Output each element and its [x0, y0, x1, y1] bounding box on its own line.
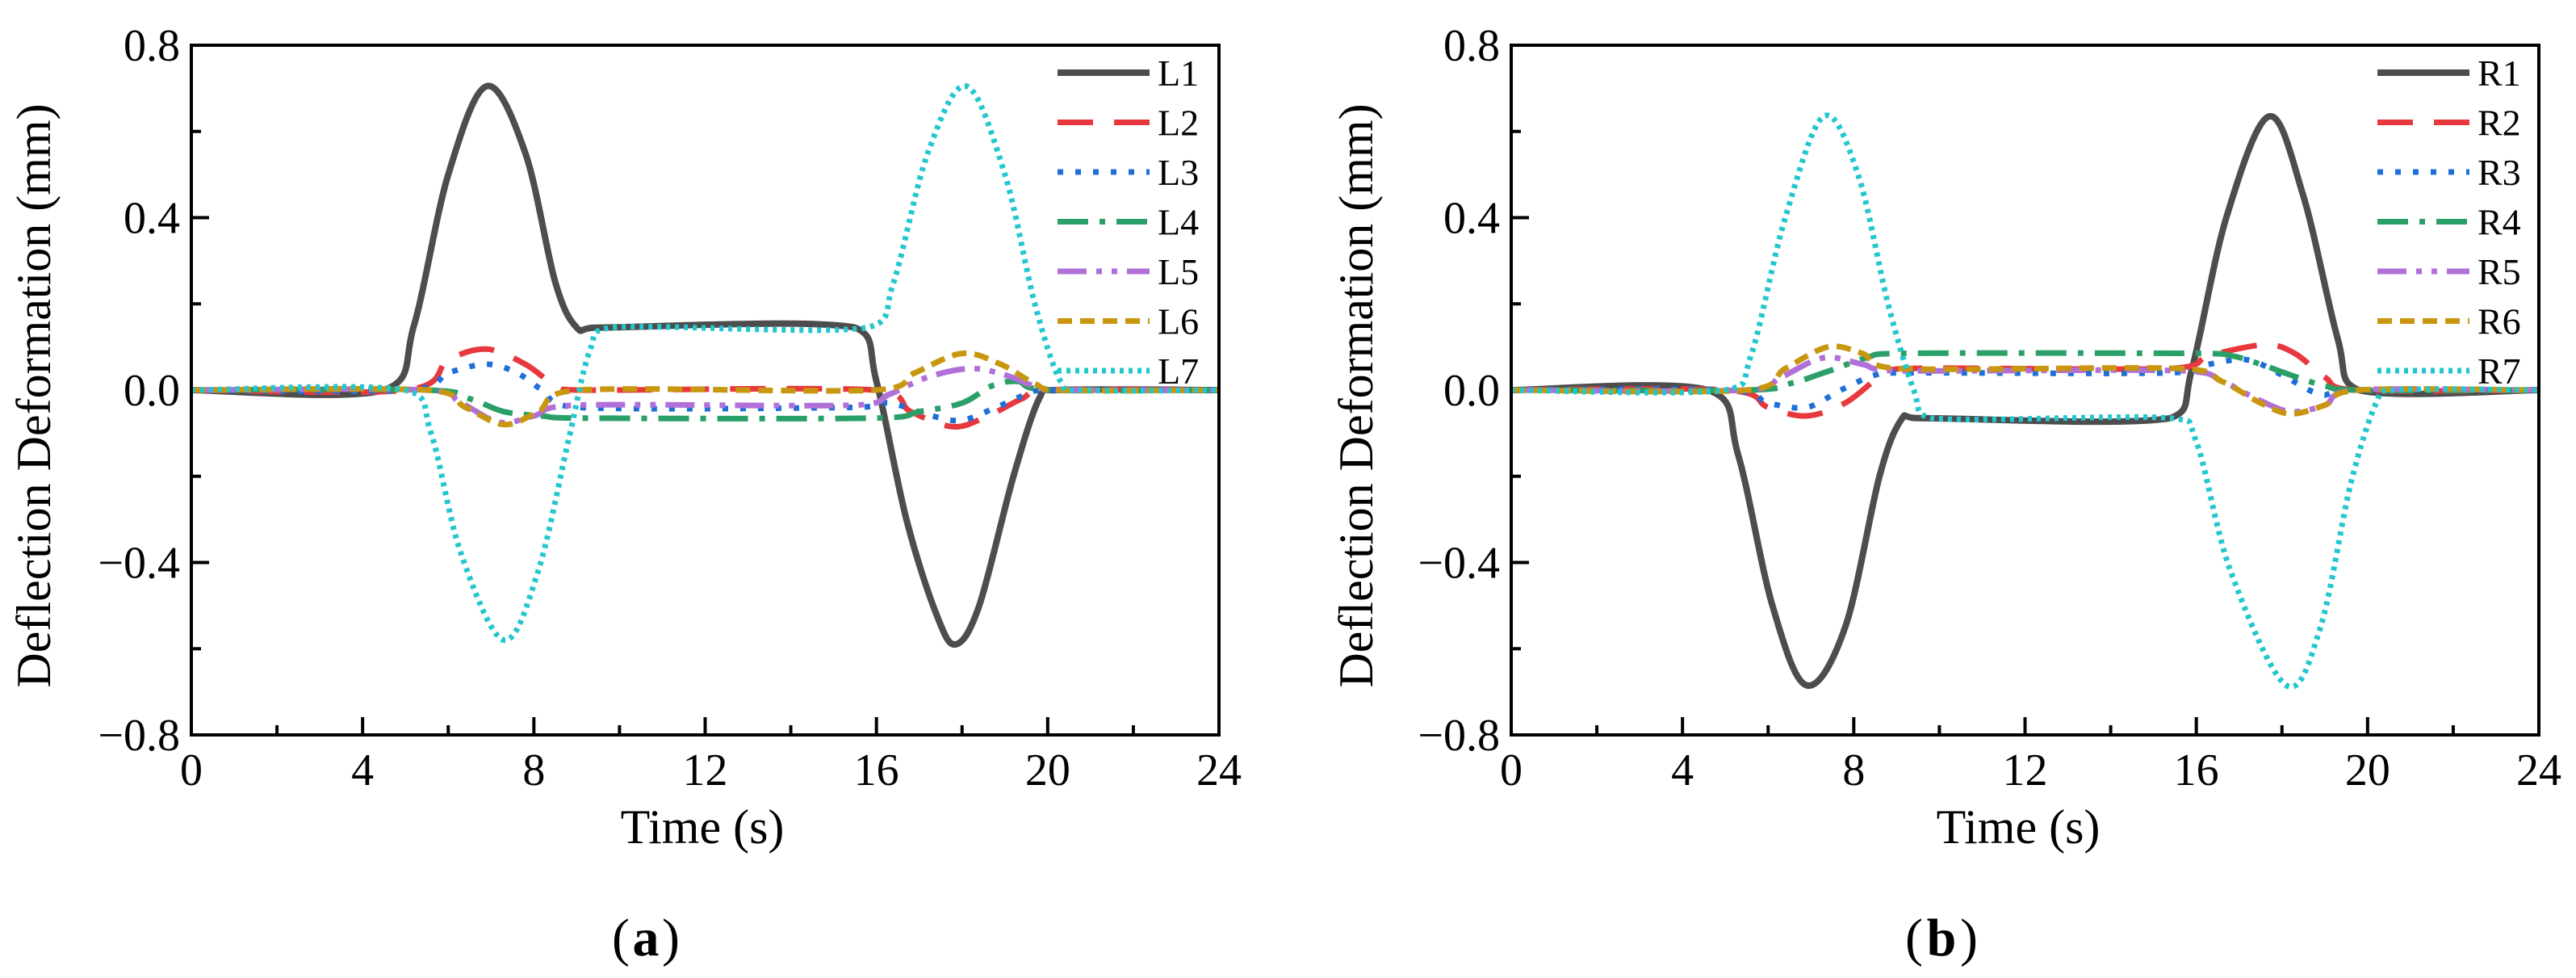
legend-label-l5: L5: [1158, 251, 1199, 292]
caption-close-paren-a: ): [662, 909, 680, 968]
chart-panel-b: Deflection Deformation (mm) Time (s) ( b…: [1330, 21, 2561, 968]
x-tick-label-b-5: 20: [2345, 745, 2390, 795]
y-tick-label-a-3: 0.4: [124, 194, 180, 244]
y-tick-label-a-1: −0.4: [98, 539, 180, 589]
x-tick-label-a-4: 16: [854, 745, 899, 795]
y-tick-label-b-4: 0.8: [1443, 21, 1500, 71]
y-tick-label-b-0: −0.8: [1418, 711, 1500, 761]
y-tick-label-a-2: 0.0: [124, 366, 180, 416]
x-tick-label-b-3: 12: [2003, 745, 2048, 795]
chart-panel-a: Deflection Deformation (mm) Time (s) ( a…: [7, 21, 1242, 968]
y-tick-label-b-3: 0.4: [1443, 194, 1500, 244]
series-line-l7: [191, 83, 1220, 644]
x-tick-label-b-0: 0: [1500, 745, 1523, 795]
x-tick-label-b-6: 24: [2516, 745, 2561, 795]
x-tick-label-a-6: 24: [1196, 745, 1242, 795]
legend-label-r7: R7: [2478, 350, 2521, 392]
legend-label-l6: L6: [1158, 301, 1199, 342]
legend-label-r1: R1: [2478, 52, 2521, 94]
x-tick-label-b-1: 4: [1671, 745, 1694, 795]
series-line-r2: [1510, 342, 2540, 419]
series-line-l5: [191, 365, 1220, 426]
legend-label-l2: L2: [1158, 103, 1199, 144]
legend-label-r3: R3: [2478, 152, 2521, 193]
x-tick-label-a-1: 4: [351, 745, 374, 795]
y-tick-label-b-2: 0.0: [1443, 366, 1500, 416]
panel-label-a: a: [633, 909, 660, 968]
series-line-r6: [1510, 343, 2540, 417]
legend-label-r4: R4: [2478, 202, 2521, 243]
ylabel-a: Deflection Deformation (mm): [7, 103, 61, 687]
y-tick-label-a-0: −0.8: [98, 711, 180, 761]
panel-caption-b: ( b ): [1905, 909, 1978, 968]
legend-label-l4: L4: [1158, 202, 1199, 243]
legend-label-r6: R6: [2478, 301, 2521, 342]
legend-label-l1: L1: [1158, 52, 1199, 94]
x-tick-label-a-5: 20: [1025, 745, 1070, 795]
legend-label-r2: R2: [2478, 103, 2521, 144]
panel-caption-a: ( a ): [612, 909, 680, 968]
legend-label-l7: L7: [1158, 350, 1199, 392]
plot-frame-a: [190, 44, 1221, 737]
caption-close-paren-b: ): [1960, 909, 1978, 968]
y-tick-label-b-1: −0.4: [1418, 539, 1500, 589]
x-tick-label-a-3: 12: [683, 745, 728, 795]
plot-frame-b: [1510, 44, 2540, 737]
ylabel-b: Deflection Deformation (mm): [1330, 103, 1383, 687]
x-tick-label-a-2: 8: [522, 745, 545, 795]
y-tick-label-a-4: 0.8: [124, 21, 180, 71]
xlabel-b: Time (s): [1937, 800, 2101, 854]
x-tick-label-b-4: 16: [2174, 745, 2219, 795]
caption-open-paren-b: (: [1905, 909, 1923, 968]
legend-label-r5: R5: [2478, 251, 2521, 292]
series-line-r4: [1510, 350, 2540, 394]
xlabel-a: Time (s): [621, 800, 785, 854]
x-tick-label-b-2: 8: [1842, 745, 1865, 795]
panel-label-b: b: [1927, 909, 1957, 968]
caption-open-paren-a: (: [612, 909, 630, 968]
x-tick-label-a-0: 0: [180, 745, 203, 795]
legend-label-l3: L3: [1158, 152, 1199, 193]
series-line-r3: [1510, 356, 2540, 411]
series-line-l1: [191, 82, 1220, 648]
